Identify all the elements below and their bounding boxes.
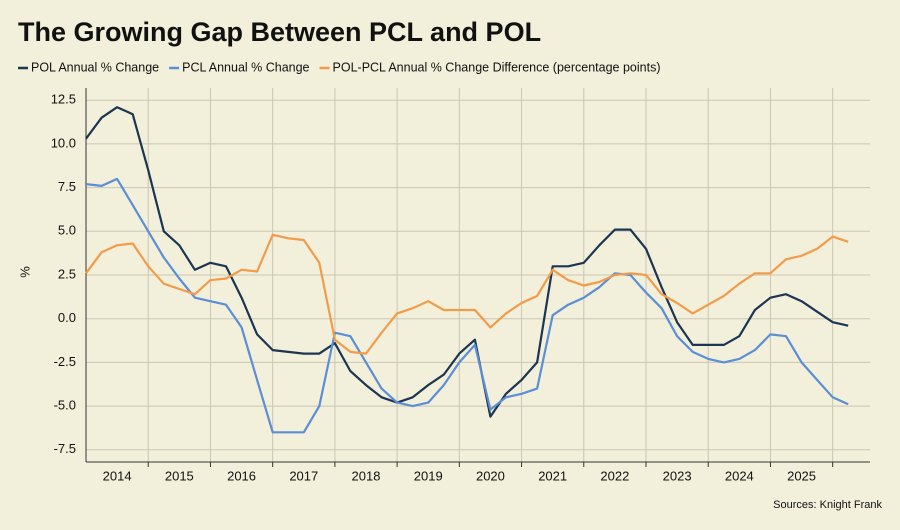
x-tick-label: 2016 [227,468,256,483]
x-tick-label: 2014 [103,468,132,483]
x-tick-label: 2018 [352,468,381,483]
x-tick-label: 2020 [476,468,505,483]
chart-title: The Growing Gap Between PCL and POL [18,17,541,47]
x-tick-label: 2024 [725,468,754,483]
y-tick-label: -2.5 [54,354,76,369]
line-series [85,106,849,418]
line-series [85,233,849,355]
x-tick-label: 2017 [289,468,318,483]
y-axis-label: % [17,266,32,278]
x-tick-label: 2021 [538,468,567,483]
y-tick-label: 2.5 [58,266,76,281]
x-tick-label: 2022 [600,468,629,483]
legend-label: PCL Annual % Change [182,60,309,74]
x-tick-label: 2025 [787,468,816,483]
y-tick-label: 0.0 [58,310,76,325]
y-tick-label: 7.5 [58,179,76,194]
y-tick-label: 5.0 [58,223,76,238]
y-tick-label: 12.5 [51,92,76,107]
y-tick-label: -5.0 [54,398,76,413]
y-tick-label: 10.0 [51,135,76,150]
x-tick-label: 2023 [663,468,692,483]
x-tick-label: 2019 [414,468,443,483]
line-series [85,177,849,434]
source: Sources: Knight Frank [773,499,882,511]
x-tick-label: 2015 [165,468,194,483]
y-tick-label: -7.5 [54,441,76,456]
legend-label: POL Annual % Change [31,60,159,74]
legend-label: POL-PCL Annual % Change Difference (perc… [333,60,661,74]
